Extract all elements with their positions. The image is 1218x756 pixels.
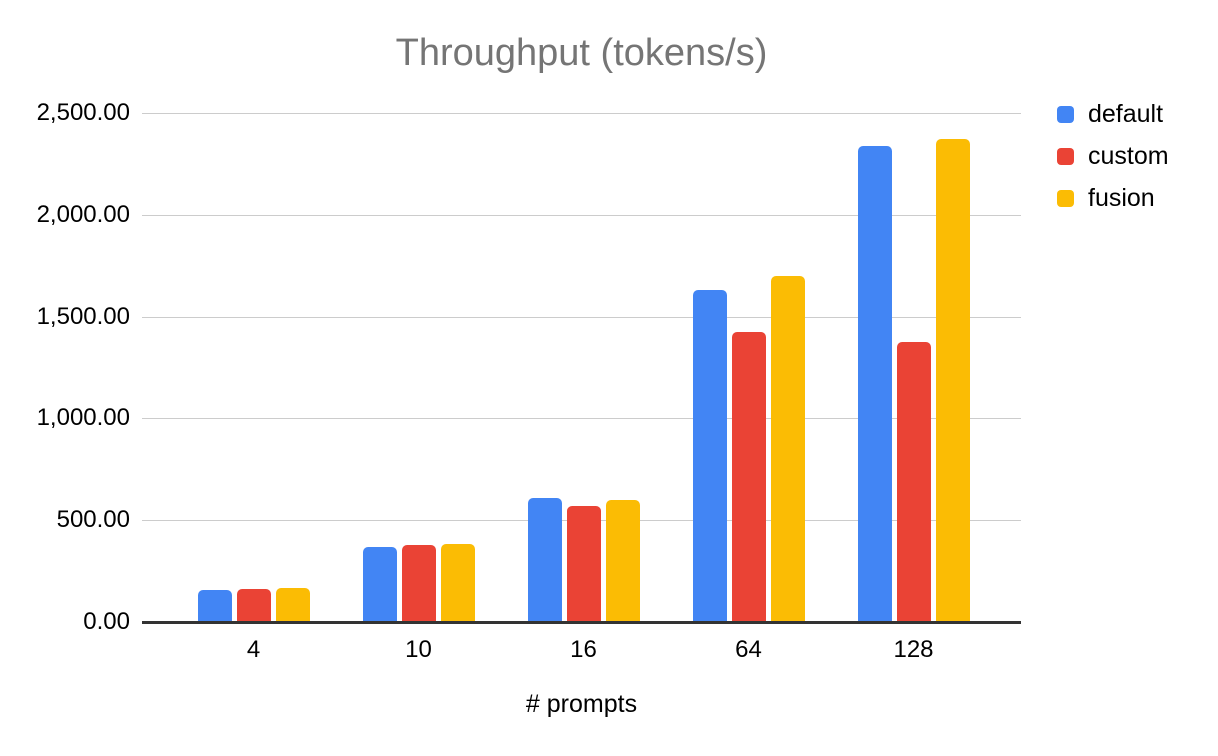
bar-default-16 [527, 497, 562, 622]
y-tick-label: 2,000.00 [36, 200, 130, 228]
x-axis-title: # prompts [525, 690, 638, 718]
y-tick-label: 0.00 [83, 608, 130, 635]
bar-default-64 [692, 290, 727, 622]
legend-item-fusion: fusion [1057, 184, 1169, 212]
x-tick-label: 128 [893, 636, 934, 663]
plot-area [142, 113, 1021, 624]
x-tick-label: 16 [570, 636, 597, 663]
gridline [142, 113, 1021, 114]
gridline [142, 214, 1021, 216]
x-axis-line [142, 621, 1021, 624]
bar-custom-4 [236, 589, 271, 622]
legend-item-default: default [1057, 100, 1169, 128]
bar-group-128 [831, 113, 996, 622]
x-tick-label: 64 [735, 636, 762, 663]
bars-row [171, 113, 996, 622]
legend: default custom fusion [1057, 100, 1169, 226]
bar-fusion-4 [275, 587, 310, 622]
x-axis-tick-labels: 4 10 16 64 128 [171, 636, 996, 664]
bar-group-4 [171, 113, 336, 622]
bar-fusion-64 [770, 275, 805, 622]
gridline [142, 316, 1021, 318]
bar-group-64 [666, 113, 831, 622]
bar-custom-10 [401, 545, 436, 622]
bar-custom-64 [731, 331, 766, 622]
bar-default-128 [857, 145, 892, 622]
y-axis-labels: 2,500.00 2,000.00 1,500.00 1,000.00 500.00 0.… [0, 99, 130, 635]
gridline [142, 418, 1021, 420]
legend-swatch-default [1057, 105, 1074, 123]
y-tick-label: 2,500.00 [36, 99, 130, 126]
bar-fusion-16 [605, 500, 640, 622]
legend-item-custom: custom [1057, 142, 1169, 170]
legend-swatch-fusion [1057, 189, 1074, 207]
legend-label-default: default [1088, 99, 1164, 128]
bar-custom-128 [896, 342, 931, 622]
bar-fusion-128 [935, 139, 970, 622]
bar-group-16 [501, 113, 666, 622]
legend-label-fusion: fusion [1088, 183, 1155, 212]
legend-swatch-custom [1057, 147, 1074, 165]
x-tick-label: 4 [246, 636, 261, 663]
legend-label-custom: custom [1088, 141, 1169, 170]
bar-group-10 [336, 113, 501, 622]
bar-custom-16 [566, 506, 601, 622]
y-tick-label: 1,000.00 [36, 404, 130, 432]
y-tick-label: 500.00 [56, 506, 130, 534]
x-tick-label: 10 [405, 636, 432, 663]
bar-default-4 [197, 590, 232, 622]
bar-default-10 [362, 547, 397, 622]
bar-fusion-10 [440, 543, 475, 622]
chart-title: Throughput (tokens/s) [395, 32, 768, 74]
y-tick-label: 1,500.00 [36, 302, 130, 330]
